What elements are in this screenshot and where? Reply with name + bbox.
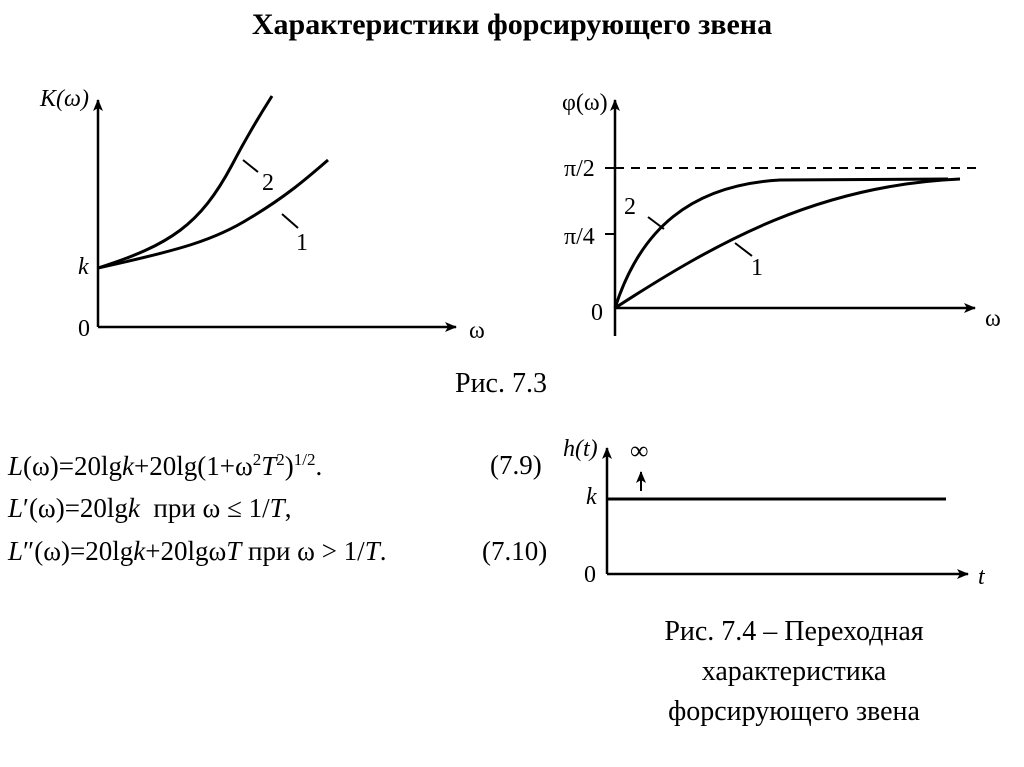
equation-low-freq: L′(ω)=20lgk при ω ≤ 1/T, <box>8 493 292 523</box>
k-y-axis-label: K(ω) <box>39 86 89 112</box>
equation-7-9-number: (7.9) <box>490 450 542 480</box>
slide-title: Характеристики форсирующего звена <box>251 8 773 41</box>
phi-curve-2-label: 2 <box>624 194 636 220</box>
quarter-pi-label: π/4 <box>564 224 595 250</box>
fig74-caption-line1: Рис. 7.4 – Переходная <box>664 616 924 647</box>
fig73-caption: Рис. 7.3 <box>455 368 547 399</box>
phi-curve-1-label: 1 <box>751 255 763 281</box>
k-curve-1-label: 1 <box>296 230 308 256</box>
equation-7-10-number: (7.10) <box>482 536 548 566</box>
phi-y-axis-label: φ(ω) <box>562 90 608 116</box>
phi-curve-1-leader <box>734 242 753 257</box>
phi-curve-1 <box>614 177 961 310</box>
phi-origin-label: 0 <box>591 300 603 326</box>
k-curve-2-leader <box>242 159 259 173</box>
phi-curve-2 <box>613 177 949 309</box>
impulse-label: ∞ <box>630 436 649 465</box>
k-curve-2 <box>97 95 274 270</box>
k-curve-1 <box>97 158 329 270</box>
phi-x-axis-label: ω <box>985 306 1001 332</box>
h-level-label: k <box>586 484 597 510</box>
h-origin-label: 0 <box>584 562 596 588</box>
fig74-caption: Рис. 7.4 – Переходная характеристика фор… <box>608 612 980 732</box>
equation-high-freq: L″(ω)=20lgk+20lgωT при ω > 1/T. <box>8 536 387 566</box>
h-y-axis-label: h(t) <box>563 436 598 462</box>
amplitude-plot: 2 1 K(ω) ω 0 k <box>39 86 485 344</box>
k-origin-label: 0 <box>78 316 90 342</box>
step-response-plot: ∞ h(t) t 0 k <box>563 436 986 590</box>
k-curve-1-leader <box>281 213 299 229</box>
equation-7-9: L(ω)=20lgk+20lg(1+ω2T2)1/2. <box>8 450 323 481</box>
phi-curve-2-leader <box>647 216 665 230</box>
fig74-caption-line3: форсирующего звена <box>668 696 920 727</box>
k-curve-2-label: 2 <box>262 170 274 196</box>
k-x-axis-label: ω <box>469 318 485 344</box>
half-pi-label: π/2 <box>564 156 595 182</box>
phase-plot: 2 1 φ(ω) ω 0 π/2 π/4 <box>562 90 1001 336</box>
h-x-axis-label: t <box>978 564 986 590</box>
k-tick-label: k <box>78 254 89 280</box>
fig74-caption-line2: характеристика <box>701 656 887 687</box>
